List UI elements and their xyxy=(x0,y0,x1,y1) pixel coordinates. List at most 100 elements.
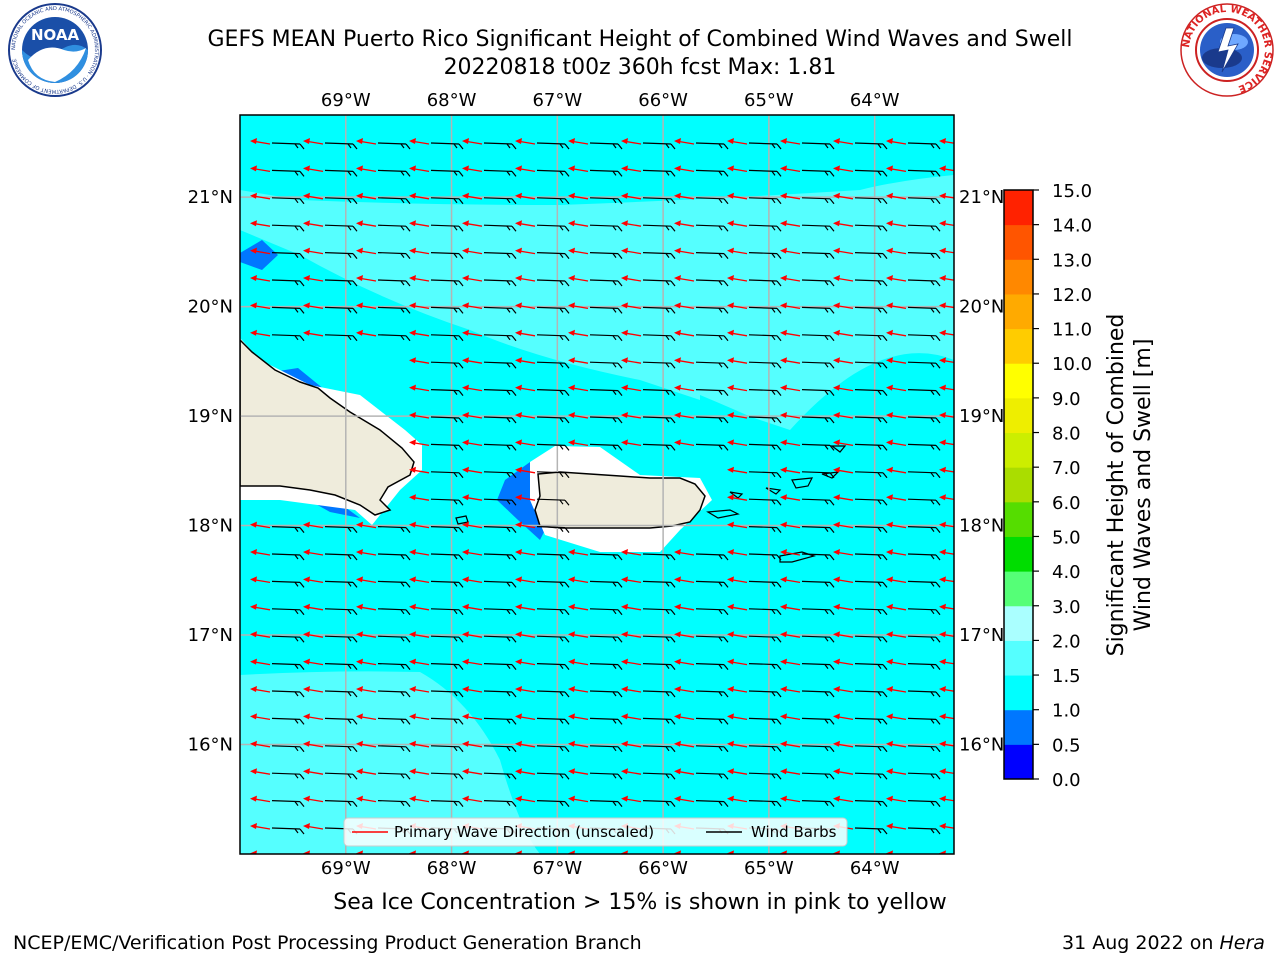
wind-barb xyxy=(748,745,782,753)
wave-direction-arrow xyxy=(250,275,271,282)
wave-direction-arrow xyxy=(780,713,801,721)
wave-direction-arrow xyxy=(409,521,430,529)
wind-barb xyxy=(377,800,411,807)
wave-direction-arrow xyxy=(250,713,271,721)
wave-direction-arrow xyxy=(780,576,801,584)
wind-barb xyxy=(854,471,888,479)
wave-direction-arrow xyxy=(674,329,695,337)
lat-label-right: 21°N xyxy=(959,187,1004,208)
wind-barb xyxy=(695,334,729,342)
colorbar-segment xyxy=(1004,744,1033,780)
wave-direction-arrow xyxy=(409,603,430,611)
wave-direction-arrow xyxy=(515,329,536,337)
colorbar-segment xyxy=(1004,328,1033,364)
wind-barb xyxy=(908,855,940,861)
wind-barb xyxy=(324,142,358,150)
wave-direction-arrow xyxy=(886,658,907,666)
wave-direction-arrow xyxy=(621,138,642,145)
wave-direction-arrow xyxy=(780,275,801,282)
wave-direction-arrow xyxy=(409,713,430,721)
wind-barb xyxy=(483,224,517,232)
wind-barb xyxy=(589,169,623,177)
wave-direction-arrow xyxy=(621,768,642,775)
wind-barb xyxy=(483,717,517,725)
wind-barb xyxy=(377,142,411,150)
wind-barb xyxy=(377,224,411,232)
wind-barb xyxy=(961,718,993,724)
wind-barb xyxy=(483,142,517,150)
wind-barb xyxy=(483,197,517,205)
wave-direction-arrow xyxy=(303,576,324,584)
wind-barb xyxy=(430,416,464,424)
colorbar-segment xyxy=(1004,605,1033,641)
wind-barb xyxy=(377,306,411,314)
wind-barb xyxy=(430,389,464,396)
wind-barb xyxy=(642,443,676,451)
wind-barb xyxy=(589,745,623,753)
wave-direction-arrow xyxy=(409,357,430,364)
wave-direction-arrow xyxy=(409,631,430,638)
wave-direction-arrow xyxy=(250,658,271,666)
wind-barb xyxy=(536,169,570,177)
wave-direction-arrow xyxy=(568,713,589,721)
colorbar-segment xyxy=(1004,675,1033,711)
wind-barb xyxy=(377,690,411,698)
wave-direction-arrow xyxy=(674,658,695,666)
wind-barb xyxy=(377,526,411,533)
wind-barb xyxy=(430,142,464,150)
wind-barb xyxy=(377,772,411,780)
wave-direction-arrow xyxy=(780,192,801,200)
wave-direction-arrow xyxy=(568,686,589,693)
wind-barb xyxy=(430,224,464,232)
wave-direction-arrow xyxy=(303,713,324,721)
wave-direction-arrow xyxy=(568,658,589,666)
wind-barb xyxy=(430,663,464,670)
wind-barb xyxy=(430,526,464,533)
wave-direction-arrow xyxy=(886,329,907,337)
wave-direction-arrow xyxy=(621,576,642,584)
wave-direction-arrow xyxy=(409,439,430,447)
lon-label-bottom: 65°W xyxy=(744,858,794,879)
wind-barb xyxy=(271,663,305,670)
wind-barb xyxy=(536,197,570,205)
wind-barb xyxy=(642,663,676,670)
wave-direction-arrow xyxy=(303,165,324,173)
wave-direction-arrow xyxy=(939,302,954,309)
wave-direction-arrow xyxy=(462,192,483,200)
wind-barb xyxy=(695,279,729,287)
wave-direction-arrow xyxy=(833,658,854,666)
wave-direction-arrow xyxy=(939,247,954,254)
wave-direction-arrow xyxy=(250,768,271,775)
wind-barb xyxy=(642,306,676,314)
wind-barb xyxy=(748,334,782,342)
wave-direction-arrow xyxy=(886,686,907,693)
wind-barb xyxy=(748,553,782,561)
wave-direction-arrow xyxy=(462,795,483,803)
wave-direction-arrow xyxy=(886,384,907,392)
wave-direction-arrow xyxy=(568,740,589,748)
sea-ice-note: Sea Ice Concentration > 15% is shown in … xyxy=(333,890,947,915)
colorbar-segment xyxy=(1004,467,1033,503)
land-hispaniola xyxy=(240,338,415,516)
wind-barb xyxy=(961,664,993,670)
wave-direction-arrow xyxy=(674,631,695,638)
wave-direction-arrow xyxy=(250,165,271,173)
wave-direction-arrow xyxy=(568,165,589,173)
wind-barb xyxy=(907,498,941,506)
wind-barb xyxy=(483,745,517,753)
wind-barb xyxy=(907,772,941,780)
wave-direction-arrow xyxy=(780,686,801,693)
wind-barb xyxy=(271,800,305,807)
wave-direction-arrow xyxy=(356,603,377,611)
wave-direction-arrow xyxy=(515,631,536,638)
wave-direction-arrow xyxy=(727,439,748,447)
wave-direction-arrow xyxy=(515,412,536,419)
wind-barb xyxy=(695,690,729,698)
wind-barb xyxy=(907,608,941,616)
wind-barb xyxy=(377,279,411,287)
wave-direction-arrow xyxy=(886,740,907,748)
wave-direction-arrow xyxy=(462,165,483,173)
wave-direction-arrow xyxy=(833,192,854,200)
wind-barb xyxy=(854,772,888,780)
wave-direction-arrow xyxy=(939,740,954,747)
